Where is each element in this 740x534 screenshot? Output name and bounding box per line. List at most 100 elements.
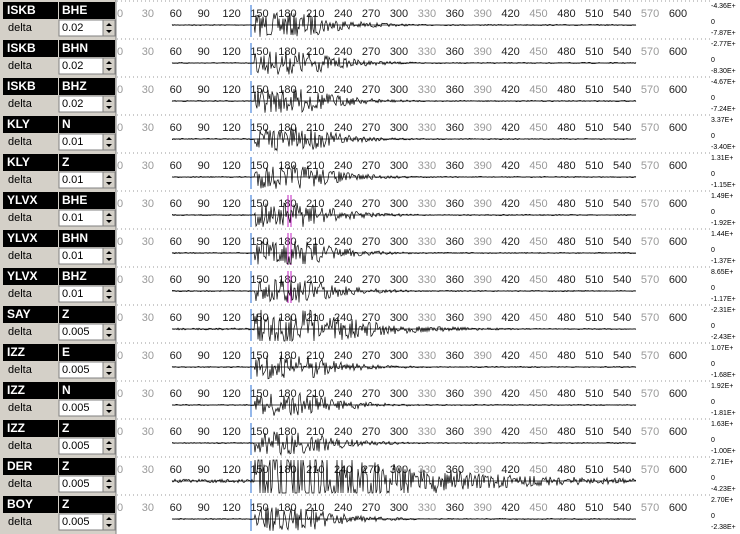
time-tick-label: 60	[170, 350, 182, 362]
time-tick-label: 150	[250, 122, 268, 134]
time-tick-label: 60	[170, 502, 182, 514]
station-box[interactable]	[3, 192, 58, 209]
station-box[interactable]	[3, 40, 58, 57]
spin-button[interactable]	[102, 475, 116, 493]
time-tick-label: 570	[641, 160, 659, 172]
time-tick-label: 120	[222, 236, 240, 248]
delta-label: delta	[8, 250, 33, 262]
amp-zero: 0	[711, 513, 715, 520]
time-tick-label: 300	[390, 274, 408, 286]
time-tick-label: 270	[362, 236, 380, 248]
time-tick-label: 270	[362, 274, 380, 286]
spin-button[interactable]	[102, 95, 116, 113]
time-tick-label: 0	[117, 198, 123, 210]
component-box[interactable]	[59, 420, 115, 437]
time-tick-label: 30	[142, 160, 154, 172]
station-box[interactable]	[3, 458, 58, 475]
station-name: IZZ	[7, 345, 25, 359]
spin-button[interactable]	[102, 437, 116, 455]
time-tick-label: 270	[362, 198, 380, 210]
component-box[interactable]	[59, 154, 115, 171]
station-box[interactable]	[3, 2, 58, 19]
amp-zero: 0	[711, 95, 715, 102]
component-box[interactable]	[59, 268, 115, 285]
time-tick-label: 240	[334, 84, 352, 96]
station-box[interactable]	[3, 268, 58, 285]
amp-min: -2.43E+	[711, 334, 736, 341]
spin-button[interactable]	[102, 19, 116, 37]
component-box[interactable]	[59, 458, 115, 475]
time-tick-label: 450	[529, 388, 547, 400]
time-tick-label: 510	[585, 160, 603, 172]
time-tick-label: 360	[446, 46, 464, 58]
spin-button[interactable]	[102, 171, 116, 189]
station-box[interactable]	[3, 78, 58, 95]
spin-button[interactable]	[102, 513, 116, 531]
component-box[interactable]	[59, 344, 115, 361]
component-box[interactable]	[59, 192, 115, 209]
time-tick-label: 420	[501, 46, 519, 58]
delta-label: delta	[8, 212, 33, 224]
station-box[interactable]	[3, 344, 58, 361]
station-box[interactable]	[3, 230, 58, 247]
time-tick-label: 360	[446, 388, 464, 400]
amp-zero: 0	[711, 133, 715, 140]
time-tick-label: 480	[557, 46, 575, 58]
station-box[interactable]	[3, 382, 58, 399]
spin-button[interactable]	[102, 133, 116, 151]
time-tick-label: 600	[669, 426, 687, 438]
time-tick-label: 540	[613, 122, 631, 134]
time-tick-label: 150	[250, 502, 268, 514]
time-tick-label: 210	[306, 388, 324, 400]
waveform	[171, 240, 637, 265]
component-box[interactable]	[59, 2, 115, 19]
spin-button[interactable]	[102, 247, 116, 265]
amp-min: -1.37E+	[711, 258, 736, 265]
station-box[interactable]	[3, 420, 58, 437]
component-box[interactable]	[59, 230, 115, 247]
time-tick-label: 240	[334, 464, 352, 476]
time-tick-label: 390	[474, 46, 492, 58]
time-tick-label: 330	[418, 274, 436, 286]
time-tick-label: 300	[390, 160, 408, 172]
time-tick-label: 360	[446, 84, 464, 96]
time-tick-label: 0	[117, 312, 123, 324]
component-name: E	[62, 345, 70, 359]
amp-min: -7.24E+	[711, 106, 736, 113]
time-tick-label: 90	[198, 122, 210, 134]
spin-button[interactable]	[102, 323, 116, 341]
component-box[interactable]	[59, 78, 115, 95]
time-tick-label: 90	[198, 84, 210, 96]
time-tick-label: 570	[641, 312, 659, 324]
amp-min: -1.17E+	[711, 296, 736, 303]
component-box[interactable]	[59, 496, 115, 513]
time-tick-label: 480	[557, 122, 575, 134]
station-name: IZZ	[7, 383, 25, 397]
amp-max: 2.70E+	[711, 497, 733, 504]
spin-button[interactable]	[102, 209, 116, 227]
spin-button[interactable]	[102, 57, 116, 75]
station-box[interactable]	[3, 496, 58, 513]
component-box[interactable]	[59, 116, 115, 133]
spin-button[interactable]	[102, 361, 116, 379]
time-tick-label: 510	[585, 388, 603, 400]
time-tick-label: 390	[474, 502, 492, 514]
spin-button[interactable]	[102, 399, 116, 417]
component-box[interactable]	[59, 40, 115, 57]
time-tick-label: 60	[170, 8, 182, 20]
component-box[interactable]	[59, 382, 115, 399]
time-tick-label: 180	[278, 46, 296, 58]
time-tick-label: 570	[641, 46, 659, 58]
component-box[interactable]	[59, 306, 115, 323]
waveform	[171, 51, 637, 75]
station-box[interactable]	[3, 116, 58, 133]
amp-max: -2.31E+	[711, 307, 736, 314]
time-tick-label: 420	[501, 198, 519, 210]
station-box[interactable]	[3, 154, 58, 171]
amp-zero: 0	[711, 171, 715, 178]
station-box[interactable]	[3, 306, 58, 323]
time-tick-label: 600	[669, 312, 687, 324]
spin-button[interactable]	[102, 285, 116, 303]
time-tick-label: 540	[613, 464, 631, 476]
time-tick-label: 120	[222, 46, 240, 58]
